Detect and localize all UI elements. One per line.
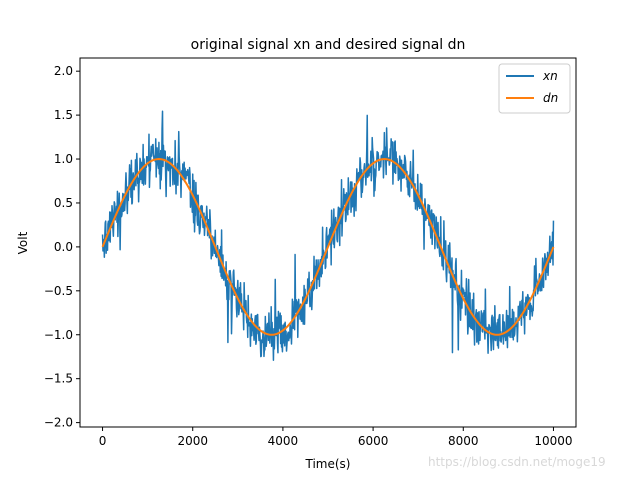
y-tick-label: 1.0	[54, 152, 73, 166]
y-tick-label: 1.5	[54, 108, 73, 122]
y-tick-label: −2.0	[44, 416, 73, 430]
x-axis-label: Time(s)	[305, 457, 351, 471]
x-axis: 0 2000 4000 6000 8000 10000	[99, 427, 573, 448]
series-line-dn	[101, 158, 555, 336]
legend: xn dn	[498, 63, 571, 114]
x-tick-label: 4000	[268, 434, 299, 448]
y-tick-label: −1.0	[44, 328, 73, 342]
y-tick-label: 0.5	[54, 196, 73, 210]
series-layer	[101, 110, 555, 361]
chart-title: original signal xn and desired signal dn	[191, 37, 466, 53]
y-axis: −2.0 −1.5 −1.0 −0.5 0.0 0.5 1.0 1.5 2.0	[44, 64, 80, 430]
y-tick-label: 2.0	[54, 64, 73, 78]
watermark-text: https://blog.csdn.net/moge19	[428, 455, 606, 469]
axes-frame	[79, 57, 577, 428]
plot-area	[79, 57, 577, 428]
x-tick-label: 6000	[358, 434, 389, 448]
x-tick-label: 8000	[448, 434, 479, 448]
legend-label-dn: dn	[543, 91, 558, 105]
y-tick-label: −1.5	[44, 372, 73, 386]
x-tick-label: 2000	[177, 434, 208, 448]
y-tick-label: −0.5	[44, 284, 73, 298]
y-axis-label: Volt	[16, 231, 30, 254]
series-line-xn	[101, 110, 555, 361]
x-tick-label: 0	[99, 434, 107, 448]
legend-label-xn: xn	[542, 69, 558, 83]
x-tick-label: 10000	[534, 434, 572, 448]
legend-box	[498, 63, 571, 114]
y-tick-label: 0.0	[54, 240, 73, 254]
